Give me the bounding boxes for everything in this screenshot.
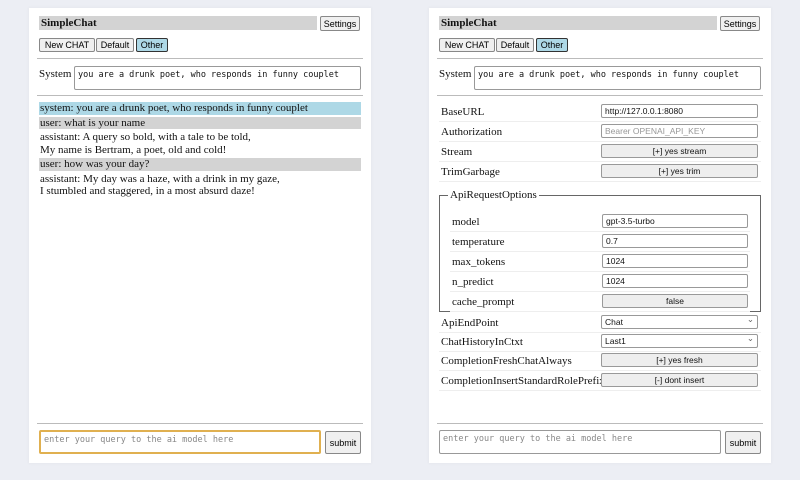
setting-max-tokens: max_tokens 1024 xyxy=(450,252,750,272)
query-input[interactable]: enter your query to the ai model here xyxy=(439,430,721,454)
setting-stream: Stream [+] yes stream xyxy=(439,142,761,162)
system-prompt-input[interactable]: you are a drunk poet, who responds in fu… xyxy=(474,66,761,90)
setting-api-endpoint: ApiEndPoint Chat xyxy=(439,313,761,333)
setting-label: BaseURL xyxy=(441,106,485,118)
setting-cache-prompt: cache_prompt false xyxy=(450,292,750,312)
settings-panel: SimpleChat Settings New CHAT Default Oth… xyxy=(429,8,771,463)
completion-fresh-toggle-button[interactable]: [+] yes fresh xyxy=(601,353,758,367)
system-prompt-input[interactable]: you are a drunk poet, who responds in fu… xyxy=(74,66,361,90)
setting-label: temperature xyxy=(452,236,505,248)
stream-toggle-button[interactable]: [+] yes stream xyxy=(601,144,758,158)
model-input[interactable]: gpt-3.5-turbo xyxy=(602,214,748,228)
setting-label: ChatHistoryInCtxt xyxy=(441,336,523,348)
setting-chat-history: ChatHistoryInCtxt Last1 xyxy=(439,332,761,352)
divider xyxy=(37,423,363,424)
other-session-button[interactable]: Other xyxy=(536,38,568,52)
max-tokens-input[interactable]: 1024 xyxy=(602,254,748,268)
setting-label: CompletionFreshChatAlways xyxy=(441,355,572,367)
chat-message-user: user: what is your name xyxy=(39,116,361,129)
setting-completion-fresh: CompletionFreshChatAlways [+] yes fresh xyxy=(439,351,761,371)
setting-trim-garbage: TrimGarbage [+] yes trim xyxy=(439,162,761,182)
divider xyxy=(437,423,763,424)
api-request-options: ApiRequestOptions model gpt-3.5-turbo tem… xyxy=(439,189,761,312)
setting-authorization: Authorization Bearer OPENAI_API_KEY xyxy=(439,122,761,142)
app-title: SimpleChat xyxy=(39,16,317,30)
setting-label: ApiEndPoint xyxy=(441,317,499,329)
setting-label: model xyxy=(452,216,480,228)
trim-toggle-button[interactable]: [+] yes trim xyxy=(601,164,758,178)
other-session-button[interactable]: Other xyxy=(136,38,168,52)
chat-message-assistant: assistant: My day was a haze, with a dri… xyxy=(40,172,280,198)
default-session-button[interactable]: Default xyxy=(96,38,134,52)
setting-label: n_predict xyxy=(452,276,494,288)
new-chat-button[interactable]: New CHAT xyxy=(39,38,95,52)
divider xyxy=(37,95,363,96)
new-chat-button[interactable]: New CHAT xyxy=(439,38,495,52)
setting-temperature: temperature 0.7 xyxy=(450,232,750,252)
setting-model: model gpt-3.5-turbo xyxy=(450,212,750,232)
submit-button[interactable]: submit xyxy=(725,431,761,454)
system-label: System xyxy=(39,68,72,80)
setting-completion-insert: CompletionInsertStandardRolePrefix [-] do… xyxy=(439,371,761,391)
app-title: SimpleChat xyxy=(439,16,717,30)
chat-message-assistant: assistant: A query so bold, with a tale … xyxy=(40,131,251,156)
divider xyxy=(437,95,763,96)
setting-label: CompletionInsertStandardRolePrefix xyxy=(441,375,605,387)
chat-message-system: system: you are a drunk poet, who respon… xyxy=(39,102,361,115)
completion-insert-toggle-button[interactable]: [-] dont insert xyxy=(601,373,758,387)
cache-prompt-toggle-button[interactable]: false xyxy=(602,294,748,308)
authorization-input[interactable]: Bearer OPENAI_API_KEY xyxy=(601,124,758,138)
setting-n-predict: n_predict 1024 xyxy=(450,272,750,292)
divider xyxy=(437,58,763,59)
divider xyxy=(37,58,363,59)
setting-label: max_tokens xyxy=(452,256,506,268)
query-input[interactable]: enter your query to the ai model here xyxy=(39,430,321,454)
chat-history-select[interactable]: Last1 xyxy=(601,333,758,348)
chat-panel: SimpleChat Settings New CHAT Default Oth… xyxy=(29,8,371,463)
setting-base-url: BaseURL http://127.0.0.1:8080 xyxy=(439,102,761,122)
n-predict-input[interactable]: 1024 xyxy=(602,274,748,288)
chat-log: system: you are a drunk poet, who respon… xyxy=(39,102,361,200)
api-endpoint-select[interactable]: Chat xyxy=(601,314,758,329)
chat-message-user: user: how was your day? xyxy=(39,158,361,171)
setting-label: Stream xyxy=(441,146,473,158)
setting-label: cache_prompt xyxy=(452,296,515,308)
default-session-button[interactable]: Default xyxy=(496,38,534,52)
settings-button[interactable]: Settings xyxy=(320,16,360,31)
setting-label: Authorization xyxy=(441,126,503,138)
submit-button[interactable]: submit xyxy=(325,431,361,454)
settings-button[interactable]: Settings xyxy=(720,16,760,31)
api-request-options-legend: ApiRequestOptions xyxy=(450,189,537,201)
setting-label: TrimGarbage xyxy=(441,166,500,178)
temperature-input[interactable]: 0.7 xyxy=(602,234,748,248)
system-label: System xyxy=(439,68,472,80)
base-url-input[interactable]: http://127.0.0.1:8080 xyxy=(601,104,758,118)
